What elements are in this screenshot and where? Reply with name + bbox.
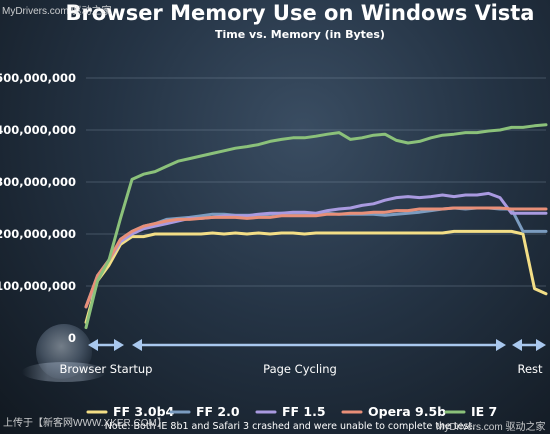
site-logo-seal — [36, 324, 92, 380]
y-tick-label: 100,000,000 — [0, 279, 76, 293]
watermark-top-left: MyDrivers.com 驱动之家 — [2, 2, 111, 17]
phase-arrow-head — [88, 339, 98, 351]
legend-label: FF 3.0b4 — [113, 404, 175, 419]
y-tick-label: 200,000,000 — [0, 227, 76, 241]
phase-label: Browser Startup — [60, 362, 153, 376]
y-tick-label: 400,000,000 — [0, 123, 76, 137]
legend-label: Opera 9.5b — [368, 404, 446, 419]
phase-annotations: Browser Startup Page Cycling Rest — [60, 339, 546, 376]
watermark-bottom-right-text: MyDrivers.com 驱动之家 — [436, 422, 546, 433]
series-line-opera-9-5b — [84, 206, 548, 309]
watermark-bottom-left-url: WWW.XKER.COM】 — [73, 418, 167, 429]
site-logo-wings — [22, 362, 106, 382]
chart-title: Browser Memory Use on Windows Vista — [66, 1, 535, 25]
legend-label: FF 1.5 — [282, 404, 326, 419]
phase-arrow-head — [114, 339, 124, 351]
legend-label: IE 7 — [471, 404, 497, 419]
series-line-ie-7 — [84, 123, 548, 330]
watermark-bottom-left: 上传于【新客网WWW.XKER.COM】 — [3, 414, 167, 429]
watermark-bottom-right: MyDrivers.com 驱动之家 — [436, 418, 545, 433]
y-tick-label: 0 — [68, 331, 76, 345]
y-axis-tick-labels: 0 100,000,000 200,000,000 300,000,000 400,00… — [0, 71, 76, 345]
series-line-ff-3-0b4 — [84, 229, 548, 324]
phase-arrow-head — [512, 339, 522, 351]
y-tick-label: 500,000,000 — [0, 71, 76, 85]
legend: FF 3.0b4 FF 2.0 FF 1.5 Opera 9.5b IE 7 — [86, 404, 497, 419]
phase-arrow-head — [536, 339, 546, 351]
phase-arrow-head — [496, 339, 506, 351]
phase-label: Rest — [517, 362, 543, 376]
legend-label: FF 2.0 — [196, 404, 240, 419]
phase-arrow-head — [132, 339, 142, 351]
series-lines — [84, 123, 548, 330]
series-line-ff-1-5 — [84, 191, 548, 309]
y-tick-label: 300,000,000 — [0, 175, 76, 189]
phase-label: Page Cycling — [263, 362, 337, 376]
grid-lines — [86, 77, 546, 287]
chart-note: Note: Both IE 8b1 and Safari 3 crashed a… — [105, 421, 475, 432]
chart-subtitle: Time vs. Memory (in Bytes) — [215, 28, 385, 41]
watermark-top-left-cn: 驱动之家 — [71, 6, 112, 17]
watermark-bottom-left-prefix: 上传于【新客网 — [3, 418, 73, 429]
watermark-top-left-site: MyDrivers.com — [2, 6, 69, 17]
